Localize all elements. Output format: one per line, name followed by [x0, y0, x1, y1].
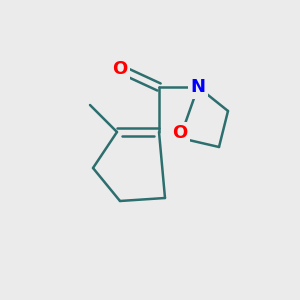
Text: N: N [190, 78, 206, 96]
Text: O: O [112, 60, 128, 78]
Text: O: O [172, 124, 188, 142]
